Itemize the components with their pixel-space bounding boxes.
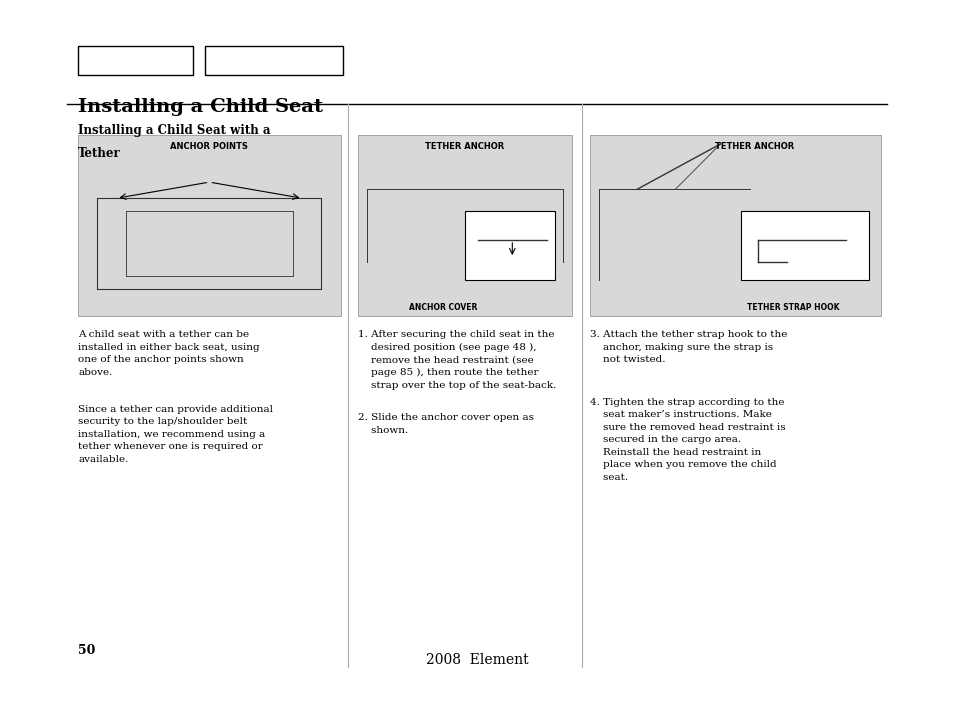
Text: 50: 50 <box>78 644 95 657</box>
Text: TETHER ANCHOR: TETHER ANCHOR <box>714 142 793 151</box>
Bar <box>78 135 340 316</box>
Text: TETHER STRAP HOOK: TETHER STRAP HOOK <box>746 303 839 312</box>
Text: 2. Slide the anchor cover open as
    shown.: 2. Slide the anchor cover open as shown. <box>357 413 533 435</box>
Text: Installing a Child Seat: Installing a Child Seat <box>78 98 323 116</box>
Text: 2008  Element: 2008 Element <box>425 653 528 667</box>
Text: ANCHOR POINTS: ANCHOR POINTS <box>171 142 248 151</box>
Bar <box>740 211 868 280</box>
Text: 1. After securing the child seat in the
    desired position (see page 48 ),
   : 1. After securing the child seat in the … <box>357 330 556 390</box>
Text: Since a tether can provide additional
security to the lap/shoulder belt
installa: Since a tether can provide additional se… <box>78 405 273 464</box>
Bar <box>205 46 343 75</box>
Text: ANCHOR COVER: ANCHOR COVER <box>409 303 477 312</box>
Text: Tether: Tether <box>78 147 121 160</box>
Bar <box>78 46 193 75</box>
Text: A child seat with a tether can be
installed in either back seat, using
one of th: A child seat with a tether can be instal… <box>78 330 259 376</box>
Text: TETHER ANCHOR: TETHER ANCHOR <box>425 142 504 151</box>
Text: 4. Tighten the strap according to the
    seat maker’s instructions. Make
    su: 4. Tighten the strap according to the se… <box>589 398 784 481</box>
Bar <box>464 211 555 280</box>
Text: Installing a Child Seat with a: Installing a Child Seat with a <box>78 124 271 137</box>
Bar <box>357 135 572 316</box>
Bar <box>589 135 880 316</box>
Text: 3. Attach the tether strap hook to the
    anchor, making sure the strap is
    : 3. Attach the tether strap hook to the a… <box>589 330 786 364</box>
